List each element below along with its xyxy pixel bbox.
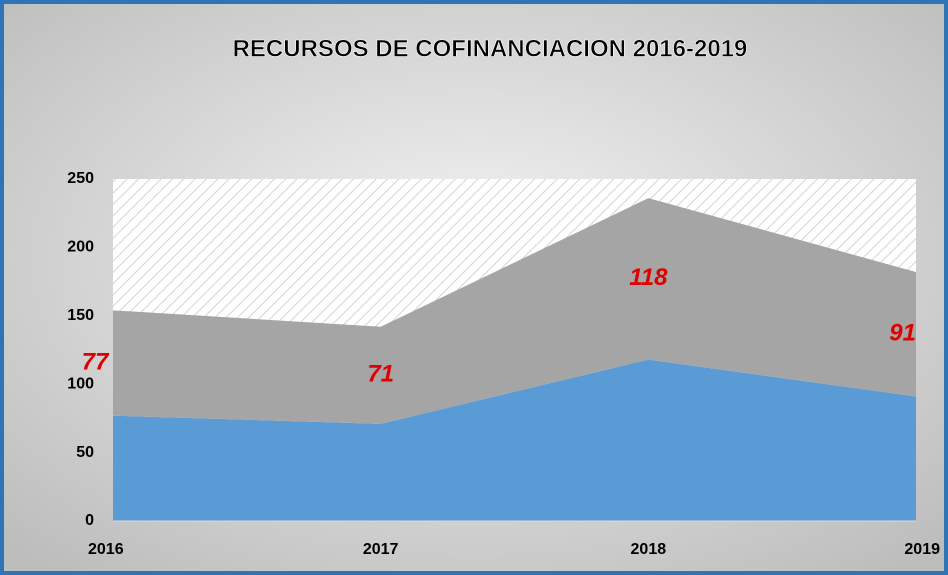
area <box>113 198 916 424</box>
data-label: 91 <box>889 320 916 347</box>
y-tick-label: 0 <box>85 512 94 529</box>
y-tick-label: 150 <box>67 307 94 324</box>
y-tick-label: 200 <box>67 239 94 256</box>
area <box>113 359 916 521</box>
data-label: 71 <box>367 361 394 388</box>
data-label: 118 <box>629 264 668 291</box>
x-tick-label: 2017 <box>363 541 399 558</box>
data-label: 77 <box>82 348 110 375</box>
x-tick-label: 2016 <box>88 541 124 558</box>
y-tick-label: 50 <box>76 444 94 461</box>
y-tick-label: 100 <box>67 375 94 392</box>
y-tick-label: 250 <box>67 170 94 187</box>
x-tick-label: 2019 <box>904 541 940 558</box>
chart-title: RECURSOS DE COFINANCIACION 2016-2019 <box>233 35 748 62</box>
x-tick-label: 2018 <box>631 541 667 558</box>
